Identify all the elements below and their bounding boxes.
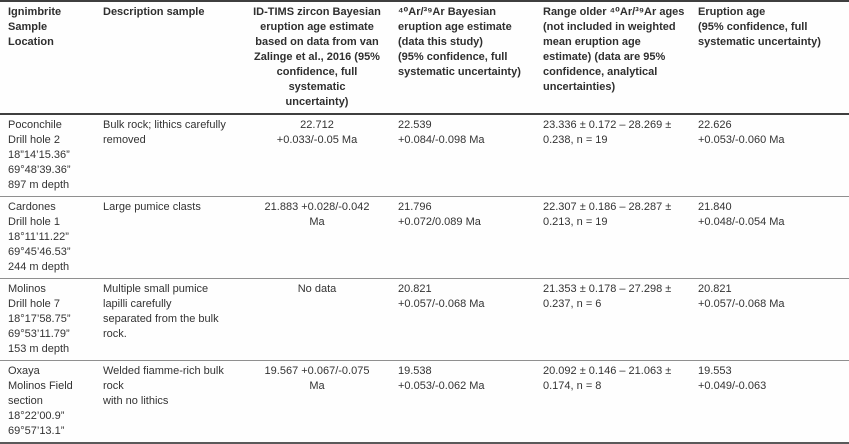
column-header-description: Description sample bbox=[103, 6, 205, 18]
cell-description: Bulk rock; lithics carefully removed bbox=[103, 119, 226, 146]
column-header-sample-location: Ignimbrite Sample Location bbox=[8, 6, 62, 48]
cell-range-older-ages: 21.353 ± 0.178 – 27.298 ± 0.237, n = 6 bbox=[543, 283, 672, 310]
cell-sample-location: Oxaya Molinos Field section 18°22’00.9” … bbox=[8, 365, 73, 437]
cell-arar-age: 20.821 +0.057/-0.068 Ma bbox=[398, 283, 485, 310]
cell-description: Welded fiamme-rich bulk rock with no lit… bbox=[103, 365, 224, 407]
cell-arar-age: 21.796 +0.072/0.089 Ma bbox=[398, 201, 481, 228]
cell-eruption-age: 22.626 +0.053/-0.060 Ma bbox=[698, 119, 785, 146]
table-row-poconchile: Poconchile Drill hole 2 18”14’15.36” 69°… bbox=[0, 114, 849, 197]
cell-range-older-ages: 20.092 ± 0.146 – 21.063 ± 0.174, n = 8 bbox=[543, 365, 672, 392]
cell-sample-location: Poconchile Drill hole 2 18”14’15.36” 69°… bbox=[8, 119, 71, 191]
cell-range-older-ages: 22.307 ± 0.186 – 28.287 ± 0.213, n = 19 bbox=[543, 201, 672, 228]
cell-idtims-age: 22.712 +0.033/-0.05 Ma bbox=[276, 119, 358, 146]
cell-sample-location: Cardones Drill hole 1 18°11’11.22” 69°45… bbox=[8, 201, 71, 273]
cell-idtims-age: 21.883 +0.028/-0.042 Ma bbox=[264, 201, 370, 228]
column-header-idtims-age: ID-TIMS zircon Bayesian eruption age est… bbox=[253, 6, 381, 108]
column-header-arar-age: ⁴⁰Ar/³⁹Ar Bayesian eruption age estimate… bbox=[398, 6, 521, 78]
column-header-range-older-ages: Range older ⁴⁰Ar/³⁹Ar ages (not included… bbox=[543, 6, 685, 93]
cell-range-older-ages: 23.336 ± 0.172 – 28.269 ± 0.238, n = 19 bbox=[543, 119, 672, 146]
cell-idtims-age: 19.567 +0.067/-0.075 Ma bbox=[264, 365, 370, 392]
cell-eruption-age: 19.553 +0.049/-0.063 bbox=[698, 365, 767, 392]
cell-description: Multiple small pumice lapilli carefully … bbox=[103, 283, 219, 340]
column-header-eruption-age: Eruption age (95% confidence, full syste… bbox=[698, 6, 821, 48]
cell-eruption-age: 20.821 +0.057/-0.068 Ma bbox=[698, 283, 785, 310]
cell-arar-age: 19.538 +0.053/-0.062 Ma bbox=[398, 365, 485, 392]
table-row-molinos: Molinos Drill hole 7 18°17’58.75” 69°53’… bbox=[0, 279, 849, 361]
table-row-oxaya: Oxaya Molinos Field section 18°22’00.9” … bbox=[0, 361, 849, 444]
cell-sample-location: Molinos Drill hole 7 18°17’58.75” 69°53’… bbox=[8, 283, 71, 355]
table-row-cardones: Cardones Drill hole 1 18°11’11.22” 69°45… bbox=[0, 197, 849, 279]
cell-idtims-age: No data bbox=[297, 283, 337, 295]
cell-arar-age: 22.539 +0.084/-0.098 Ma bbox=[398, 119, 485, 146]
cell-description: Large pumice clasts bbox=[103, 201, 201, 213]
cell-eruption-age: 21.840 +0.048/-0.054 Ma bbox=[698, 201, 785, 228]
header-row: Ignimbrite Sample Location Description s… bbox=[0, 1, 849, 114]
